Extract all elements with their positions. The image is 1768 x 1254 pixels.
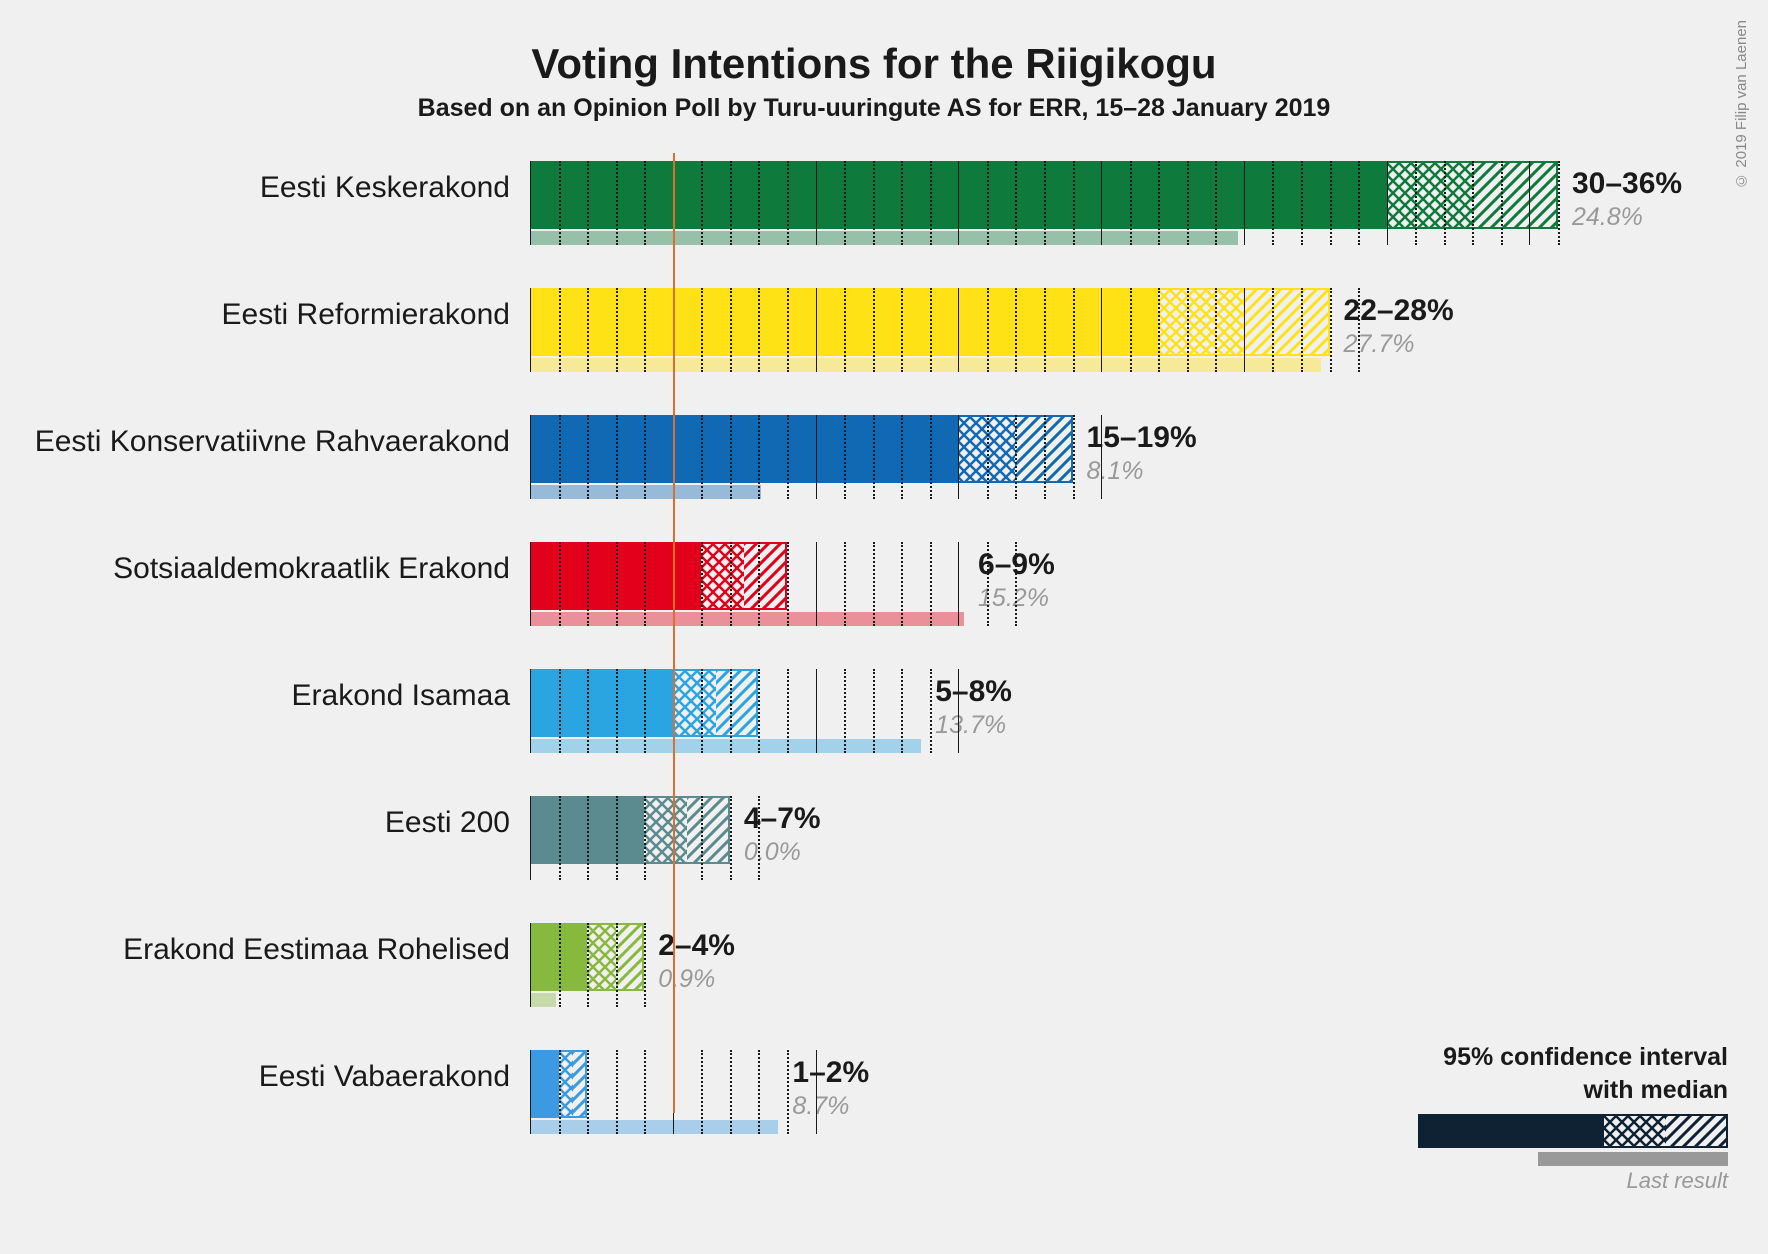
ci-bar-diaghatch: [573, 1050, 587, 1118]
previous-label: 13.7%: [935, 711, 1006, 740]
party-row: Erakond Isamaa5–8%13.7%: [530, 661, 1558, 788]
legend-bar: [1418, 1114, 1728, 1148]
previous-label: 0.9%: [658, 965, 715, 994]
range-label: 4–7%: [744, 802, 821, 836]
copyright-text: © 2019 Filip van Laenen: [1733, 20, 1750, 189]
legend-title: 95% confidence interval with median: [1418, 1041, 1728, 1106]
party-label: Sotsiaaldemokraatlik Erakond: [113, 552, 510, 586]
ci-bar-solid: [530, 415, 958, 483]
ci-bar-crosshatch: [958, 415, 1015, 483]
ci-bar-crosshatch: [1158, 288, 1244, 356]
party-row: Eesti Konservatiivne Rahvaerakond15–19%8…: [530, 407, 1558, 534]
ci-bar-crosshatch: [673, 669, 716, 737]
range-label: 1–2%: [792, 1056, 869, 1090]
ci-bar-solid: [530, 288, 1158, 356]
ci-bar-diaghatch: [1472, 161, 1558, 229]
ci-bar-solid: [530, 542, 701, 610]
ci-bar-diaghatch: [616, 923, 645, 991]
range-label: 15–19%: [1087, 421, 1197, 455]
legend: 95% confidence interval with median Last…: [1418, 1041, 1728, 1194]
party-label: Eesti Reformierakond: [222, 298, 510, 332]
legend-ci-crosshatch: [1604, 1114, 1666, 1148]
party-row: Eesti 2004–7%0.0%: [530, 788, 1558, 915]
chart-container: Voting Intentions for the Riigikogu Base…: [0, 0, 1768, 1254]
previous-label: 8.1%: [1087, 457, 1144, 486]
previous-result-bar: [530, 358, 1321, 372]
party-row: Eesti Reformierakond22–28%27.7%: [530, 280, 1558, 407]
ci-bar-solid: [530, 161, 1387, 229]
previous-label: 27.7%: [1344, 330, 1415, 359]
ci-bar-solid: [530, 796, 644, 864]
previous-label: 24.8%: [1572, 203, 1643, 232]
ci-bar-solid: [530, 1050, 559, 1118]
party-row: Erakond Eestimaa Rohelised2–4%0.9%: [530, 915, 1558, 1042]
previous-label: 0.0%: [744, 838, 801, 867]
threshold-line: [673, 153, 675, 1113]
party-row: Eesti Vabaerakond1–2%8.7%: [530, 1042, 1558, 1169]
party-label: Eesti Vabaerakond: [259, 1060, 510, 1094]
party-label: Eesti 200: [385, 806, 510, 840]
ci-bar-solid: [530, 669, 673, 737]
ci-bar-crosshatch: [701, 542, 744, 610]
plot-area: Eesti Keskerakond30–36%24.8%Eesti Reform…: [530, 153, 1558, 1173]
legend-prev-text: Last result: [1418, 1168, 1728, 1194]
previous-result-bar: [530, 1120, 778, 1134]
previous-label: 15.2%: [978, 584, 1049, 613]
range-label: 6–9%: [978, 548, 1055, 582]
ci-bar-diaghatch: [744, 542, 787, 610]
party-label: Erakond Isamaa: [292, 679, 510, 713]
previous-result-bar: [530, 485, 761, 499]
ci-bar-crosshatch: [1387, 161, 1473, 229]
legend-ci-solid: [1418, 1114, 1604, 1148]
party-label: Erakond Eestimaa Rohelised: [123, 933, 510, 967]
range-label: 22–28%: [1344, 294, 1454, 328]
legend-prev-bar: [1538, 1152, 1728, 1166]
chart-title: Voting Intentions for the Riigikogu: [40, 40, 1708, 88]
ci-bar-diaghatch: [716, 669, 759, 737]
previous-result-bar: [530, 612, 964, 626]
range-label: 5–8%: [935, 675, 1012, 709]
party-label: Eesti Keskerakond: [260, 171, 510, 205]
range-label: 30–36%: [1572, 167, 1682, 201]
previous-label: 8.7%: [792, 1092, 849, 1121]
previous-result-bar: [530, 231, 1238, 245]
party-row: Sotsiaaldemokraatlik Erakond6–9%15.2%: [530, 534, 1558, 661]
ci-bar-diaghatch: [1244, 288, 1330, 356]
ci-bar-crosshatch: [644, 796, 687, 864]
legend-line2: with median: [1584, 1076, 1728, 1104]
ci-bar-diaghatch: [687, 796, 730, 864]
ci-bar-crosshatch: [587, 923, 616, 991]
party-row: Eesti Keskerakond30–36%24.8%: [530, 153, 1558, 280]
chart-subtitle: Based on an Opinion Poll by Turu-uuringu…: [40, 94, 1708, 123]
ci-bar-diaghatch: [1015, 415, 1072, 483]
previous-result-bar: [530, 739, 921, 753]
range-label: 2–4%: [658, 929, 735, 963]
party-label: Eesti Konservatiivne Rahvaerakond: [35, 425, 510, 459]
legend-line1: 95% confidence interval: [1443, 1043, 1728, 1071]
ci-bar-crosshatch: [559, 1050, 573, 1118]
previous-result-bar: [530, 993, 556, 1007]
legend-ci-diaghatch: [1666, 1114, 1728, 1148]
ci-bar-solid: [530, 923, 587, 991]
